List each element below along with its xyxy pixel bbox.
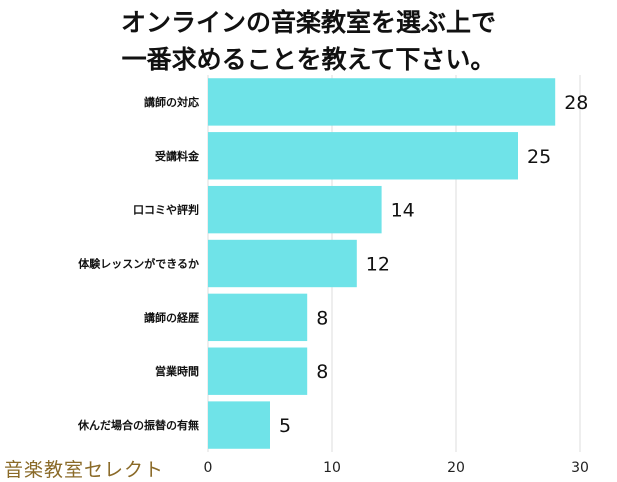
x-tick-label: 30: [571, 460, 589, 476]
bar: [208, 347, 308, 395]
data-label: 28: [564, 92, 588, 114]
x-tick-label: 0: [204, 460, 213, 476]
category-label: 体験レッスンができるか: [78, 257, 199, 271]
data-label: 8: [316, 307, 328, 329]
brand-watermark: 音楽教室セレクト: [4, 459, 165, 481]
bar: [208, 132, 518, 180]
data-label: 8: [316, 361, 328, 383]
category-label: 口コミや評判: [133, 203, 199, 217]
category-label: 休んだ場合の振替の有無: [77, 418, 199, 432]
data-label: 25: [527, 146, 551, 168]
bar: [208, 401, 270, 449]
data-label: 12: [366, 254, 390, 276]
bar: [208, 78, 556, 126]
chart-title-line-2: 一番求めることを教えて下さい。: [121, 45, 496, 74]
chart-title-line-1: オンラインの音楽教室を選ぶ上で: [120, 8, 496, 37]
bar: [208, 185, 382, 234]
chart-title: オンラインの音楽教室を選ぶ上で 一番求めることを教えて下さい。: [0, 4, 617, 78]
category-label: 営業時間: [155, 364, 199, 378]
x-tick-label: 20: [447, 460, 465, 476]
category-label: 講師の経歴: [144, 310, 199, 324]
data-label: 14: [391, 200, 415, 222]
bar: [208, 239, 357, 288]
category-label: 講師の対応: [144, 95, 199, 109]
bar: [208, 293, 308, 342]
data-label: 5: [279, 415, 291, 437]
category-label: 受講料金: [155, 149, 200, 163]
x-tick-label: 10: [323, 460, 341, 476]
